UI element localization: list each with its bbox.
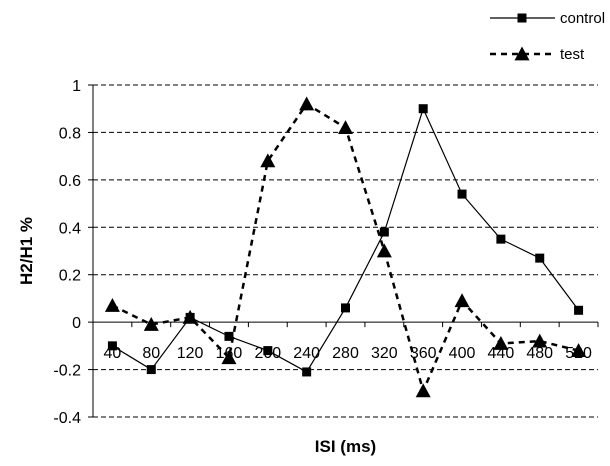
- legend-marker-control: [517, 13, 527, 23]
- x-tick-label: 400: [449, 345, 476, 362]
- data-point-test-80: [143, 317, 159, 331]
- data-point-test-160: [221, 350, 237, 365]
- data-point-test-120: [182, 309, 198, 324]
- series-layer: [104, 96, 587, 398]
- legend-item-test: test: [490, 46, 585, 63]
- x-tick-label: 480: [526, 345, 553, 362]
- x-tick-label: 440: [488, 345, 515, 362]
- data-point-test-480: [532, 333, 548, 348]
- data-point-control-280: [341, 303, 350, 313]
- series-line-control: [112, 107, 580, 373]
- data-point-control-40: [107, 341, 117, 351]
- data-point-control-200: [263, 346, 273, 356]
- y-tick-label: 0.4: [59, 220, 81, 237]
- legend-marker-test: [514, 46, 530, 61]
- y-tick-label: -0.2: [53, 363, 81, 380]
- x-tick-label: 320: [371, 345, 398, 362]
- series-control: [107, 104, 584, 377]
- y-axis-title: H2/H1 %: [17, 217, 36, 285]
- x-tick-label: 240: [293, 345, 320, 362]
- data-point-control-240: [302, 367, 312, 377]
- data-point-control-520: [574, 305, 584, 315]
- x-tick-label: 280: [332, 345, 359, 362]
- x-tick-label: 200: [254, 345, 281, 362]
- data-point-control-80: [146, 365, 156, 375]
- data-point-test-320: [376, 243, 392, 258]
- legend-label-test: test: [560, 46, 585, 63]
- data-point-test-400: [454, 293, 470, 308]
- data-point-control-440: [496, 234, 506, 244]
- data-point-test-240: [299, 96, 315, 111]
- y-tick-label: 0.6: [59, 173, 81, 190]
- data-point-control-320: [379, 227, 389, 237]
- x-tick-label: 160: [216, 345, 243, 362]
- data-point-test-520: [571, 343, 587, 357]
- y-tick-label: 0.2: [59, 268, 81, 285]
- data-point-control-160: [224, 331, 234, 341]
- data-point-test-360: [415, 383, 431, 398]
- y-tick-label: -0.4: [53, 410, 81, 427]
- data-point-control-400: [457, 189, 467, 199]
- data-point-test-280: [338, 120, 353, 135]
- legend: control test: [490, 10, 605, 63]
- x-tick-label: 120: [177, 345, 204, 362]
- data-point-control-480: [535, 253, 545, 263]
- x-tick-label: 520: [565, 345, 592, 362]
- data-point-test-40: [104, 298, 120, 312]
- legend-label-control: control: [560, 10, 605, 27]
- grid-lines: [93, 84, 598, 418]
- legend-item-control: control: [490, 10, 605, 27]
- x-tick-label: 80: [142, 345, 160, 362]
- y-tick-label: 0.8: [59, 125, 81, 142]
- data-point-test-440: [493, 335, 509, 350]
- data-point-control-360: [418, 104, 428, 114]
- y-tick-label: 1: [72, 78, 81, 95]
- x-axis-title: ISI (ms): [315, 437, 376, 456]
- data-point-test-200: [260, 153, 276, 168]
- tick-labels: -0.4 -0.2 0 0.2 0.4 0.6 0.8 1 40 80 120 160 200 240 28…: [53, 78, 592, 427]
- x-tick-label: 360: [410, 345, 437, 362]
- axes: [88, 84, 599, 418]
- y-tick-label: 0: [72, 315, 81, 332]
- x-tick-label: 40: [104, 345, 122, 362]
- series-test: [104, 96, 587, 398]
